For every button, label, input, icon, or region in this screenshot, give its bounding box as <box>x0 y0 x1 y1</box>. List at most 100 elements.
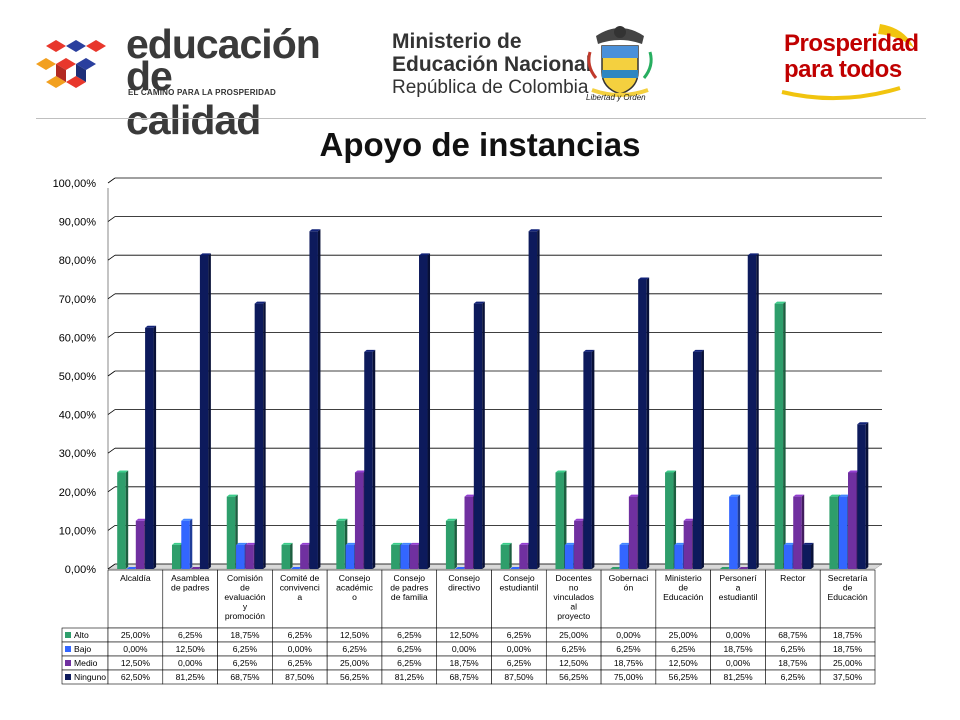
y-tick-label: 20,00% <box>59 487 97 499</box>
data-label: 18,75% <box>230 630 260 640</box>
category-label: proyecto <box>557 611 590 621</box>
prosperidad-swoosh-icon <box>781 24 914 101</box>
data-label: 18,75% <box>833 644 863 654</box>
data-label: 6,25% <box>397 630 422 640</box>
data-label: 12,50% <box>176 644 206 654</box>
category-label: Consejo <box>448 573 480 583</box>
data-label: 81,25% <box>395 672 425 682</box>
category-label: no <box>569 583 579 593</box>
data-label: 81,25% <box>723 672 753 682</box>
category-cell <box>436 569 492 629</box>
y-tick-label: 0,00% <box>65 564 96 576</box>
category-label: al <box>570 602 577 612</box>
y-tick-label: 10,00% <box>59 525 97 537</box>
bar-ninguno <box>528 229 540 569</box>
legend-swatch <box>65 674 71 680</box>
edu-logo-line2: de calidad <box>126 53 261 143</box>
bar-alto <box>117 470 129 569</box>
grid-line-diag <box>107 216 116 222</box>
data-label: 18,75% <box>833 630 863 640</box>
grid-line-diag <box>107 254 116 261</box>
category-cell <box>545 569 602 629</box>
data-label: 6,25% <box>781 644 806 654</box>
category-cell <box>162 569 218 629</box>
bar-medio <box>190 567 202 569</box>
category-label: estudiantil <box>500 583 539 593</box>
category-cell <box>272 569 328 629</box>
data-label: 12,50% <box>450 630 480 640</box>
data-label: 6,25% <box>616 644 641 654</box>
data-label: 87,50% <box>285 672 315 682</box>
y-tick-label: 100,00% <box>53 178 97 190</box>
data-label: 75,00% <box>614 672 644 682</box>
legend-label: Medio <box>74 658 98 668</box>
table-cell <box>819 669 876 685</box>
data-label: 25,00% <box>121 630 151 640</box>
y-tick-label: 90,00% <box>59 217 97 229</box>
data-label: 0,00% <box>726 630 751 640</box>
category-label: Ministerio <box>665 573 702 583</box>
ministry-line2: Educación Nacional <box>392 53 592 76</box>
data-label: 62,50% <box>121 672 151 682</box>
category-label: Educación <box>663 592 703 602</box>
category-label: Comité de <box>280 573 319 583</box>
category-label: de <box>843 583 853 593</box>
colombia-coat-of-arms-icon <box>587 26 653 97</box>
category-label: evaluación <box>224 592 265 602</box>
bar-bajo <box>455 567 467 569</box>
data-label: 0,00% <box>178 658 203 668</box>
bar-alto <box>610 567 622 569</box>
data-label: 25,00% <box>340 658 370 668</box>
grid-line-diag <box>107 293 116 300</box>
shield-caption: Libertad y Orden <box>586 93 646 102</box>
grid-line-diag <box>107 563 116 570</box>
bar-ninguno <box>747 253 759 569</box>
ministry-line3: República de Colombia <box>392 77 589 98</box>
data-label: 0,00% <box>288 644 313 654</box>
category-label: de familia <box>391 592 428 602</box>
data-label: 0,00% <box>616 630 641 640</box>
chart-floor <box>107 563 883 570</box>
data-label: 56,25% <box>559 672 589 682</box>
category-label: Comisión <box>227 573 263 583</box>
category-cell <box>107 569 164 629</box>
legend-label: Alto <box>74 630 89 640</box>
data-label: 12,50% <box>340 630 370 640</box>
category-cell <box>655 569 711 629</box>
category-label: de padres <box>171 583 209 593</box>
grid-line-diag <box>107 486 116 493</box>
data-label: 81,25% <box>176 672 206 682</box>
category-label: a <box>736 583 741 593</box>
legend-swatch <box>65 660 71 666</box>
data-label: 0,00% <box>507 644 532 654</box>
data-label: 6,25% <box>671 644 696 654</box>
header-divider <box>36 118 926 119</box>
bar-ninguno <box>857 422 869 569</box>
data-label: 25,00% <box>833 658 863 668</box>
legend-label: Bajo <box>74 644 91 654</box>
data-label: 68,75% <box>230 672 260 682</box>
y-tick-label: 70,00% <box>59 294 97 306</box>
bar-alto <box>445 518 457 569</box>
bar-alto <box>774 301 786 569</box>
grid-line-diag <box>107 447 116 454</box>
y-tick-label: 30,00% <box>59 448 97 460</box>
data-label: 68,75% <box>778 630 808 640</box>
prosperidad-line1: Prosperidad <box>784 30 919 57</box>
bar-chart: 0,00% 10,00% 20,00% 30,00% 40,00% 50,00% 60,00… <box>53 177 883 685</box>
data-label: 6,25% <box>178 630 203 640</box>
edu-logo-tagline: EL CAMINO PARA LA PROSPERIDAD <box>128 88 277 97</box>
data-label: 12,50% <box>669 658 699 668</box>
data-label: 6,25% <box>507 658 532 668</box>
data-label: 56,25% <box>340 672 370 682</box>
category-label: de <box>240 583 250 593</box>
y-tick-label: 80,00% <box>59 255 97 267</box>
data-label: 18,75% <box>450 658 480 668</box>
bar-ninguno <box>199 253 211 569</box>
ministry-logo: Ministerio de Educación Nacional Repúbli… <box>392 30 592 99</box>
bar-ninguno <box>802 542 814 569</box>
bar-alto <box>281 542 293 569</box>
page-title: Apoyo de instancias <box>319 126 641 163</box>
prosperidad-para-todos-logo: Prosperidad para todos <box>780 22 920 102</box>
data-label: 0,00% <box>726 658 751 668</box>
